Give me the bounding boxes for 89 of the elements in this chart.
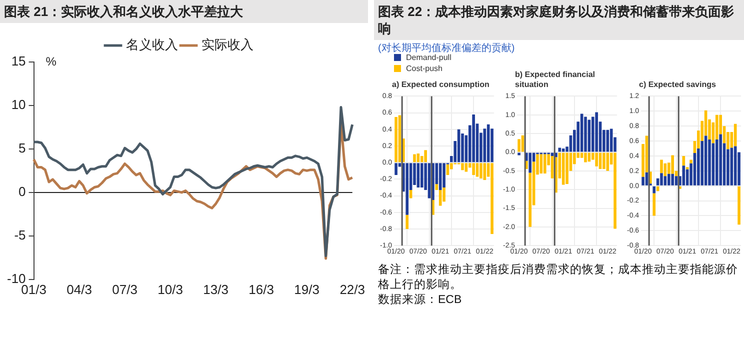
bar [562,148,565,152]
y-tick-label: -5 [14,228,26,242]
bar [394,163,398,176]
x-tick-label: 13/3 [203,282,228,297]
bar [734,124,737,146]
bar [606,130,610,152]
x-tick-label: 16/3 [248,282,274,297]
bar [642,176,644,186]
bar [409,190,412,198]
chart-title: b) Expected financial situation [514,70,596,90]
bar [394,116,398,162]
bar [461,163,464,170]
bar [715,114,718,140]
bar [614,152,616,229]
bar [442,188,446,202]
bar [518,139,520,152]
legend-label: 实际收入 [202,37,254,52]
bar [424,150,427,162]
bar [734,146,737,186]
bar [591,116,594,152]
bar [486,124,490,162]
legend-label: Cost-push [406,64,442,73]
text: 备注：需求推动主要指疫后消费需求的恢复；成本推动主要指能源价格上行的影响。 [378,263,739,293]
bar [406,214,409,229]
chart-title: 图表 21：实际收入和名义收入水平差拉大 [0,0,368,23]
legend-label: 名义收入 [126,37,178,52]
bar [708,140,711,186]
x-tick-label: 22/3 [340,282,366,297]
bar [719,134,722,186]
y-tick-label: 0 [18,184,26,200]
bar [528,152,532,173]
bar [584,152,587,162]
bar [438,190,442,206]
y-tick-label: 10 [11,97,26,112]
bar [442,163,446,188]
bar [664,176,667,186]
bar [682,166,686,186]
chart-title: c) Expected savings [638,80,717,90]
bar [518,152,520,156]
chart-title: a) Expected consumption [391,80,490,90]
bar [598,152,602,170]
bar [480,163,482,178]
bar [550,152,554,156]
bar [674,176,678,186]
x-tick-label: 04/3 [66,282,92,297]
text: (对长期平均值标准偏差的贡献) [377,42,516,54]
x-tick-label: 10/3 [158,282,183,297]
bar [667,174,670,186]
bar [671,155,674,174]
x-tick-label: 07/3 [112,282,138,297]
bar [690,160,692,164]
bar [435,184,438,190]
bar [660,160,663,174]
bar [413,154,416,162]
text: 图表 22：成本推动因素对家庭财务以及消费和储蓄带来负面影响 [374,0,744,40]
bar [606,152,610,171]
bar [671,174,674,186]
bar [483,163,486,180]
bar [566,152,568,184]
bar [472,163,475,176]
bar [588,152,591,162]
bar [730,148,734,186]
bar [472,114,475,162]
bar [652,186,656,194]
y-axis-title: % [46,54,57,68]
bar [420,163,424,188]
bar [543,154,546,174]
y-tick-label: 15 [11,54,26,69]
bar [660,173,663,186]
bar [682,156,686,166]
bar [602,152,606,170]
bar [562,152,565,185]
legend-label: Demand-pull [406,53,452,62]
bar [610,128,613,152]
bar [595,112,598,152]
bar [461,134,464,162]
bar [483,128,486,162]
x-tick-label: 19/3 [294,282,320,297]
bar [558,148,562,152]
bar [738,186,740,225]
bar [584,116,587,152]
bar [595,152,598,166]
bar [490,128,494,162]
y-tick-label: 5 [18,140,26,156]
bar [438,163,442,190]
bar [652,193,656,216]
source-note: 数据来源：ECB [378,293,463,308]
bar [406,163,409,215]
bar [490,163,494,234]
